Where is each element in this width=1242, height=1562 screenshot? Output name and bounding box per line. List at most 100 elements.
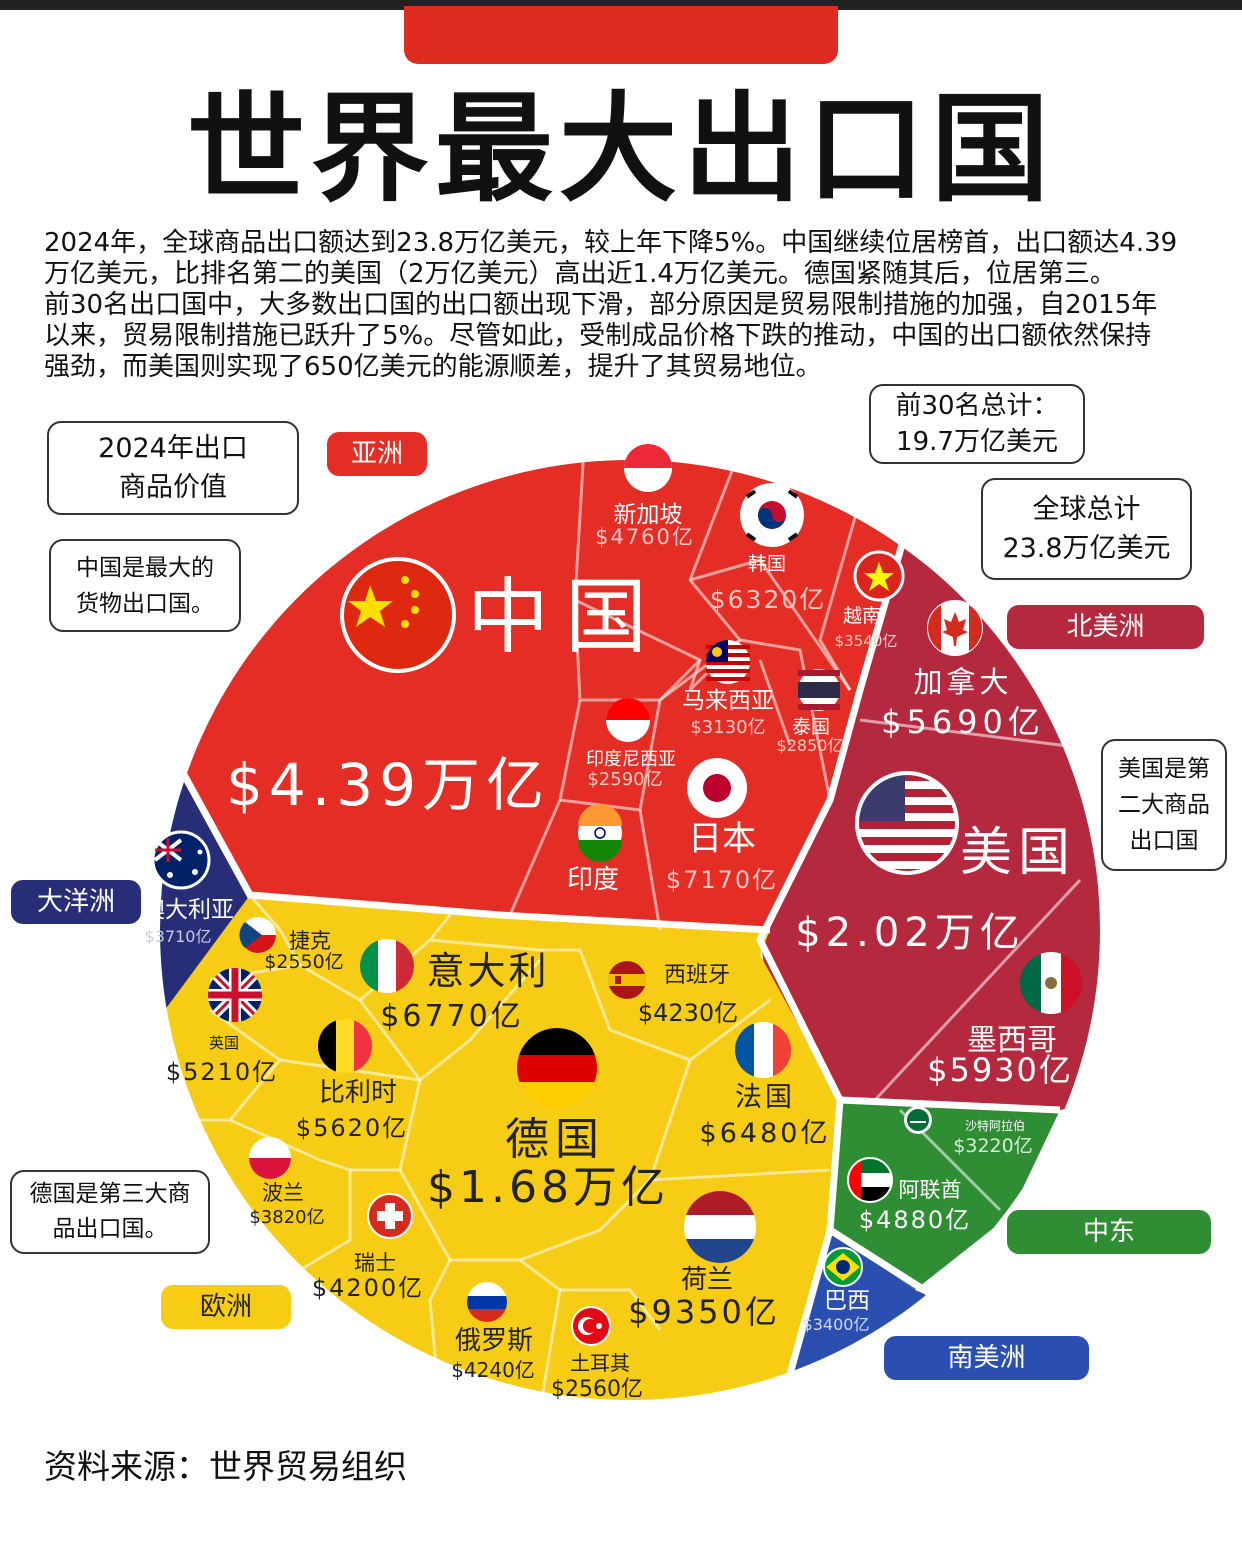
- label-mexico-name: 墨西哥: [967, 1023, 1057, 1058]
- callout-line: 商品价值: [119, 472, 227, 503]
- callout-line: 19.7万亿美元: [896, 427, 1058, 457]
- intro-line: 强劲，而美国则实现了650亿美元的能源顺差，提升了其贸易地位。: [44, 352, 822, 382]
- cell-borders: [160, 460, 1100, 1400]
- usa-flag-icon: [855, 771, 959, 875]
- label-turkey-value: $2560亿: [551, 1377, 643, 1402]
- top-dark-bar: [0, 0, 1242, 10]
- mexico-flag-icon: [1020, 952, 1082, 1014]
- label-thailand-name: 泰国: [792, 716, 830, 738]
- label-poland-value: $3820亿: [249, 1207, 324, 1228]
- china-note-callout: 中国是最大的 货物出口国。: [49, 539, 241, 632]
- label-spain-name: 西班牙: [664, 963, 730, 988]
- netherlands-flag-icon: [684, 1191, 756, 1263]
- label-italy-name: 意大利: [426, 949, 549, 993]
- chart-label-callout: 2024年出口 商品价值: [47, 421, 299, 515]
- australia-flag-icon: [151, 830, 211, 890]
- label-canada-value: $5690亿: [881, 703, 1045, 741]
- japan-flag-icon: [687, 758, 747, 818]
- uk-flag-icon: [208, 968, 262, 1022]
- label-indonesia-value: $2590亿: [587, 769, 662, 790]
- label-vietnam-value: $3540亿: [835, 632, 898, 650]
- russia-flag-icon: [467, 1282, 507, 1322]
- label-germany-name: 德国: [505, 1114, 605, 1165]
- label-indonesia-name: 印度尼西亚: [586, 749, 676, 770]
- label-uk-name: 英国: [209, 1034, 239, 1052]
- label-czech-value: $2550亿: [264, 951, 343, 973]
- canada-flag-icon: [927, 600, 983, 656]
- poland-flag-icon: [249, 1137, 291, 1179]
- indonesia-flag-icon: [606, 698, 650, 742]
- thailand-flag-icon: [798, 669, 840, 711]
- france-flag-icon: [735, 1022, 791, 1078]
- label-uae-name: 阿联酋: [899, 1178, 962, 1202]
- label-spain-value: $4230亿: [638, 999, 738, 1027]
- czech-flag-icon: [239, 917, 276, 953]
- label-turkey-name: 土耳其: [570, 1351, 630, 1375]
- label-vietnam-name: 越南: [843, 605, 881, 627]
- label-singapore-name: 新加坡: [614, 502, 683, 528]
- label-germany-value: $1.68万亿: [427, 1162, 669, 1213]
- label-australia-name: 澳大利亚: [142, 897, 234, 923]
- label-usa-name: 美国: [960, 823, 1076, 883]
- region-pill-north-america: 北美洲: [1007, 605, 1204, 649]
- label-saudi-name: 沙特阿拉伯: [965, 1118, 1025, 1133]
- label-thailand-value: $2850亿: [777, 736, 844, 755]
- top-red-tab: [404, 6, 838, 64]
- label-india-name: 印度: [567, 865, 619, 895]
- europe-labels: 捷克 $2550亿 意大利 $6770亿 西班牙 $4230亿 英国 $5210…: [166, 929, 828, 1402]
- label-italy-value: $6770亿: [380, 999, 523, 1034]
- callout-line: 前30名总计：: [895, 391, 1059, 421]
- label-china-value: $4.39万亿: [226, 751, 550, 819]
- intro-line: 2024年，全球商品出口额达到23.8万亿美元，较上年下降5%。中国继续位居榜首…: [44, 228, 1178, 258]
- germany-note-callout: 德国是第三大商 品出口国。: [10, 1170, 210, 1254]
- region-pill-middle-east: 中东: [1007, 1210, 1211, 1254]
- label-singapore-value: $4760亿: [595, 525, 695, 549]
- callout-line: 23.8万亿美元: [1002, 533, 1171, 564]
- intro-line: 以来，贸易限制措施已跃升了5%。尽管如此，受制成品价格下跌的推动，中国的出口额依…: [44, 321, 1152, 351]
- callout-line: 2024年出口: [98, 433, 248, 464]
- callout-line: 二大商品: [1118, 792, 1210, 818]
- saudi-flag-icon: [904, 1106, 932, 1134]
- belgium-flag-icon: [318, 1019, 372, 1073]
- callout-line: 出口国: [1129, 828, 1199, 854]
- label-uk-value: $5210亿: [166, 1058, 278, 1086]
- label-france-name: 法国: [735, 1082, 795, 1113]
- label-malaysia-name: 马来西亚: [682, 688, 774, 714]
- intro-line: 前30名出口国中，大多数出口国的出口额出现下滑，部分原因是贸易限制措施的加强，自…: [44, 290, 1158, 320]
- label-china-name: 中国: [467, 570, 663, 665]
- label-russia-name: 俄罗斯: [455, 1326, 533, 1356]
- label-korea-value: $6320亿: [710, 585, 827, 614]
- label-malaysia-value: $3130亿: [690, 717, 765, 738]
- label-poland-name: 波兰: [262, 1181, 304, 1205]
- label-japan-name: 日本: [688, 819, 756, 859]
- label-saudi-value: $3220亿: [953, 1135, 1032, 1157]
- label-russia-value: $4240亿: [451, 1358, 535, 1382]
- usa-note-callout: 美国是第 二大商品 出口国: [1101, 739, 1227, 871]
- intro-line: 万亿美元，比排名第二的美国（2万亿美元）高出近1.4万亿美元。德国紧随其后，位居…: [44, 259, 1116, 289]
- region-pill-south-america: 南美洲: [884, 1336, 1089, 1380]
- label-canada-name: 加拿大: [913, 665, 1012, 699]
- country-labels: 中国 $4.39万亿 新加坡 $4760亿 韩国 $6320亿 越南 $3540…: [142, 502, 1076, 1334]
- india-flag-icon: [578, 804, 622, 862]
- switzerland-flag-icon: [367, 1193, 413, 1239]
- callout-line: 货物出口国。: [76, 590, 214, 617]
- region-pill-oceania: 大洋洲: [11, 880, 141, 924]
- vietnam-flag-icon: [853, 550, 905, 602]
- label-netherlands-value: $9350亿: [628, 1293, 780, 1331]
- china-flag-icon: [340, 557, 456, 673]
- flags: [151, 444, 1082, 1346]
- label-netherlands-name: 荷兰: [681, 1265, 733, 1295]
- label-uae-value: $4880亿: [859, 1206, 971, 1234]
- label-mexico-value: $5930亿: [927, 1051, 1073, 1089]
- italy-flag-icon: [360, 939, 414, 993]
- label-usa-value: $2.02万亿: [795, 910, 1025, 956]
- label-switzerland-name: 瑞士: [354, 1251, 396, 1275]
- malaysia-flag-icon: [706, 640, 750, 684]
- label-switzerland-value: $4200亿: [312, 1274, 424, 1302]
- uae-flag-icon: [847, 1157, 893, 1203]
- brazil-flag-icon: [823, 1247, 863, 1287]
- label-australia-value: $3710亿: [145, 927, 212, 946]
- turkey-flag-icon: [571, 1306, 611, 1346]
- south-korea-flag-icon: [740, 483, 804, 547]
- label-brazil-name: 巴西: [824, 1288, 870, 1314]
